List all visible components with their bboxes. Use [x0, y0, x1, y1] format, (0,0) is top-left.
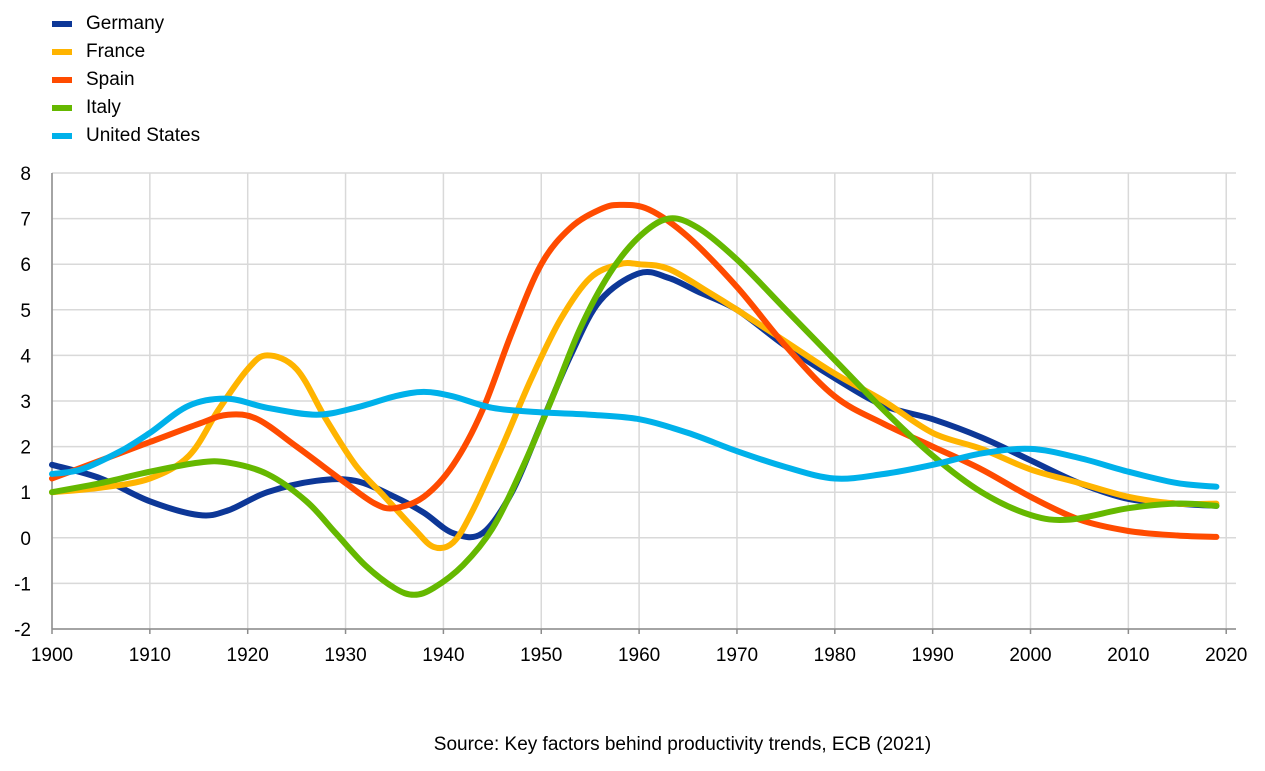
legend-swatch	[52, 105, 72, 111]
series-line-united-states	[49, 388, 1220, 490]
axes	[51, 173, 1236, 634]
legend-item-italy: Italy	[52, 94, 200, 122]
legend-item-united-states: United States	[52, 122, 200, 150]
series-line-italy	[49, 215, 1220, 598]
series-line-spain	[49, 201, 1220, 540]
y-tick-label: -2	[14, 620, 31, 641]
tick-labels: -2 -1 0 1 2 3 4 5 6 7 8 1900 1910 1920 1930 1940 1950 196…	[14, 164, 1247, 666]
y-tick-label: 2	[20, 438, 31, 459]
legend-label: Germany	[86, 13, 165, 34]
y-tick-label: 3	[20, 392, 31, 413]
y-tick-label: 6	[20, 255, 31, 276]
y-tick-label: 5	[20, 301, 31, 322]
legend-item-france: France	[52, 38, 200, 66]
x-tick-label: 1980	[814, 645, 856, 666]
y-tick-label: 1	[20, 483, 31, 504]
x-tick-label: 1910	[129, 645, 171, 666]
line-chart: -2 -1 0 1 2 3 4 5 6 7 8 1900 1910 1920 1930 1940 1950 196…	[14, 164, 1247, 666]
legend-item-spain: Spain	[52, 66, 200, 94]
legend-item-germany: Germany	[52, 10, 200, 38]
y-tick-label: 4	[20, 346, 31, 367]
legend-label: Spain	[86, 69, 135, 90]
legend-label: France	[86, 41, 146, 62]
legend-swatch	[52, 77, 72, 83]
x-tick-label: 1950	[520, 645, 562, 666]
y-tick-label: -1	[14, 574, 31, 595]
series-line-france	[49, 259, 1220, 552]
legend-label: United States	[86, 125, 201, 146]
x-tick-label: 1970	[716, 645, 758, 666]
x-tick-label: 1990	[912, 645, 954, 666]
x-tick-label: 1920	[227, 645, 269, 666]
x-tick-label: 2000	[1009, 645, 1051, 666]
x-tick-label: 2020	[1205, 645, 1247, 666]
x-tick-label: 1930	[324, 645, 366, 666]
source-note: Source: Key factors behind productivity …	[433, 734, 932, 755]
y-tick-label: 0	[20, 529, 31, 550]
x-tick-label: 1960	[618, 645, 660, 666]
series-line-germany	[49, 268, 1220, 541]
legend-swatch	[52, 49, 72, 55]
x-tick-label: 1940	[422, 645, 464, 666]
x-tick-label: 2010	[1107, 645, 1149, 666]
legend-label: Italy	[86, 97, 121, 118]
legend-swatch	[52, 133, 72, 139]
series-lines	[49, 201, 1220, 598]
y-tick-label: 8	[20, 164, 31, 185]
legend-swatch	[52, 21, 72, 27]
x-tick-label: 1900	[31, 645, 73, 666]
y-tick-label: 7	[20, 210, 31, 231]
chart-legend: Germany France Spain Italy United States	[52, 10, 200, 150]
